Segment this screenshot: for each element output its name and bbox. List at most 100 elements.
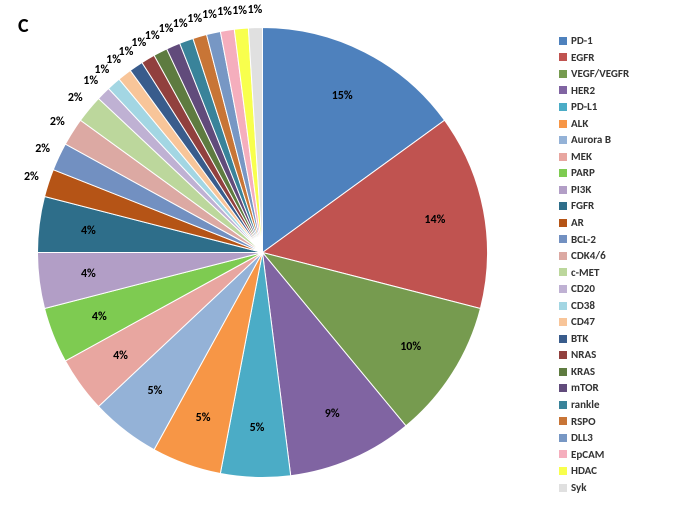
legend-label: PD-L1 <box>571 101 597 113</box>
legend-label: EGFR <box>571 52 594 64</box>
slice-label: 1% <box>145 29 160 43</box>
legend-swatch <box>559 285 567 293</box>
legend-swatch <box>559 467 567 475</box>
legend-swatch <box>559 417 567 425</box>
legend-item: HER2 <box>559 85 654 97</box>
legend-item: c-MET <box>559 267 654 279</box>
legend-item: FGFR <box>559 200 654 212</box>
legend-item: AR <box>559 217 654 229</box>
legend-item: Aurora B <box>559 134 654 146</box>
legend-label: BCL-2 <box>571 234 596 246</box>
legend-label: KRAS <box>571 366 595 378</box>
slice-label: 1% <box>247 3 262 17</box>
slice-label: 4% <box>113 349 128 363</box>
legend-label: PD-1 <box>571 35 593 47</box>
legend-label: Syk <box>571 482 587 494</box>
slice-label: 5% <box>148 384 163 398</box>
legend-swatch <box>559 235 567 243</box>
legend-swatch <box>559 401 567 409</box>
legend-label: CDK4/6 <box>571 250 606 262</box>
legend: PD-1 EGFR VEGF/VEGFR HER2 PD-L1 ALK Aurora B ME… <box>559 35 654 498</box>
legend-label: HDAC <box>571 465 597 477</box>
legend-item: EGFR <box>559 52 654 64</box>
legend-item: RSPO <box>559 416 654 428</box>
legend-swatch <box>559 219 567 227</box>
legend-swatch <box>559 169 567 177</box>
panel-label: C <box>18 14 29 38</box>
slice-label: 5% <box>196 411 211 425</box>
legend-label: CD20 <box>571 283 595 295</box>
legend-item: rankle <box>559 399 654 411</box>
legend-label: HER2 <box>571 85 595 97</box>
slice-label: 2% <box>35 142 50 156</box>
legend-item: CD38 <box>559 300 654 312</box>
slice-label: 1% <box>202 8 217 22</box>
legend-label: BTK <box>571 333 588 345</box>
legend-swatch <box>559 136 567 144</box>
legend-item: PI3K <box>559 184 654 196</box>
legend-swatch <box>559 368 567 376</box>
legend-label: PI3K <box>571 184 591 196</box>
slice-label: 10% <box>400 340 421 354</box>
legend-label: MEK <box>571 151 592 163</box>
chart-container: C 15%14%10%9%5%5%5%4%4%4%4%2%2%2%2%1%1%1… <box>0 0 679 510</box>
legend-swatch <box>559 202 567 210</box>
legend-item: KRAS <box>559 366 654 378</box>
legend-label: mTOR <box>571 382 599 394</box>
legend-swatch <box>559 351 567 359</box>
legend-item: ALK <box>559 118 654 130</box>
legend-item: EpCAM <box>559 449 654 461</box>
pie-chart <box>30 20 495 485</box>
slice-label: 2% <box>50 115 65 129</box>
legend-label: EpCAM <box>571 449 604 461</box>
slice-label: 5% <box>250 421 265 435</box>
legend-item: CDK4/6 <box>559 250 654 262</box>
legend-swatch <box>559 335 567 343</box>
slice-label: 4% <box>81 224 96 238</box>
legend-swatch <box>559 103 567 111</box>
legend-label: rankle <box>571 399 600 411</box>
legend-item: CD20 <box>559 283 654 295</box>
legend-swatch <box>559 384 567 392</box>
legend-swatch <box>559 186 567 194</box>
legend-label: CD47 <box>571 316 595 328</box>
slice-label: 4% <box>92 310 107 324</box>
legend-swatch <box>559 318 567 326</box>
slice-label: 1% <box>232 4 247 18</box>
legend-swatch <box>559 53 567 61</box>
legend-swatch <box>559 484 567 492</box>
legend-item: MEK <box>559 151 654 163</box>
legend-label: ALK <box>571 118 588 130</box>
slice-label: 14% <box>424 213 445 227</box>
legend-swatch <box>559 153 567 161</box>
legend-swatch <box>559 434 567 442</box>
legend-swatch <box>559 450 567 458</box>
slice-label: 1% <box>159 22 174 36</box>
legend-item: PD-L1 <box>559 101 654 113</box>
legend-label: PARP <box>571 167 595 179</box>
legend-item: HDAC <box>559 465 654 477</box>
legend-swatch <box>559 37 567 45</box>
legend-swatch <box>559 302 567 310</box>
legend-label: AR <box>571 217 584 229</box>
legend-label: VEGF/VEGFR <box>571 68 629 80</box>
slice-label: 1% <box>187 12 202 26</box>
slice-label: 1% <box>217 5 232 19</box>
legend-item: PD-1 <box>559 35 654 47</box>
legend-swatch <box>559 268 567 276</box>
legend-swatch <box>559 252 567 260</box>
legend-label: DLL3 <box>571 432 593 444</box>
legend-item: BTK <box>559 333 654 345</box>
legend-swatch <box>559 70 567 78</box>
legend-swatch <box>559 86 567 94</box>
legend-item: NRAS <box>559 349 654 361</box>
legend-item: mTOR <box>559 382 654 394</box>
legend-item: BCL-2 <box>559 234 654 246</box>
legend-label: FGFR <box>571 200 594 212</box>
legend-label: Aurora B <box>571 134 611 146</box>
slice-label: 9% <box>325 407 340 421</box>
legend-item: PARP <box>559 167 654 179</box>
legend-item: DLL3 <box>559 432 654 444</box>
legend-item: VEGF/VEGFR <box>559 68 654 80</box>
slice-label: 1% <box>173 17 188 31</box>
